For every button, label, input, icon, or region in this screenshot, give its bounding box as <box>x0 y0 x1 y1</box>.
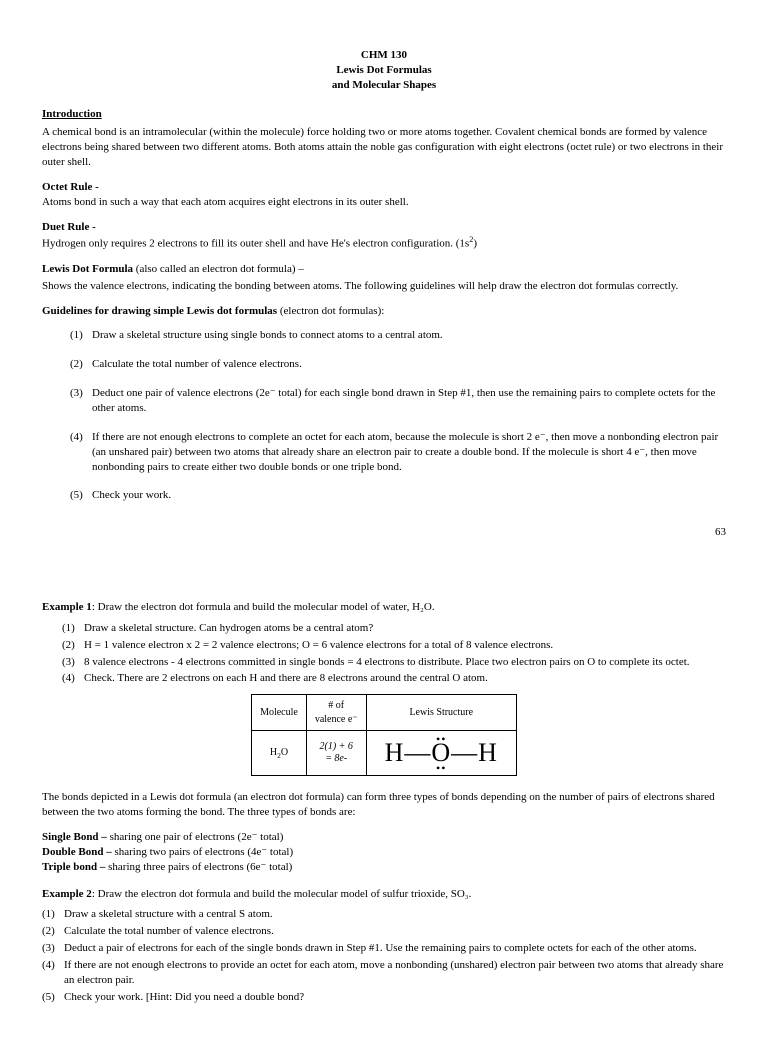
item-text: Calculate the total number of valence el… <box>92 357 302 372</box>
duet-heading: Duet Rule - <box>42 220 726 235</box>
list-item: (3)Deduct a pair of electrons for each o… <box>42 941 726 956</box>
bond-tail: sharing one pair of electrons (2e⁻ total… <box>107 831 284 843</box>
item-text: 8 valence electrons - 4 electrons commit… <box>84 655 690 670</box>
bond-head: Single Bond – <box>42 831 107 843</box>
col-molecule: Molecule <box>252 695 307 731</box>
example2-head-tail: : Draw the electron dot formula and buil… <box>92 888 472 900</box>
item-num: (2) <box>70 357 92 372</box>
cell-structure: H—O••••—H <box>366 731 516 776</box>
title-block: CHM 130 Lewis Dot Formulas and Molecular… <box>42 48 726 93</box>
item-text: Check your work. <box>92 488 171 503</box>
example1-heading: Example 1 <box>42 601 92 613</box>
list-item: (3)Deduct one pair of valence electrons … <box>70 386 726 416</box>
item-num: (2) <box>62 638 84 653</box>
item-num: (3) <box>62 655 84 670</box>
list-item: (3)8 valence electrons - 4 electrons com… <box>62 655 726 670</box>
duet-text: Hydrogen only requires 2 electrons to fi… <box>42 234 726 252</box>
bond-head: Double Bond – <box>42 846 112 858</box>
list-item: (5)Check your work. [Hint: Did you need … <box>42 990 726 1005</box>
lone-pair-top: •• <box>436 733 446 745</box>
example2-list: (1)Draw a skeletal structure with a cent… <box>42 907 726 1004</box>
guidelines-heading-line: Guidelines for drawing simple Lewis dot … <box>42 304 726 319</box>
item-text: Calculate the total number of valence el… <box>64 924 274 939</box>
list-item: (2)Calculate the total number of valence… <box>70 357 726 372</box>
example2-heading: Example 2 <box>42 888 92 900</box>
bond-tail: sharing two pairs of electrons (4e⁻ tota… <box>112 846 293 858</box>
duet-text-pre: Hydrogen only requires 2 electrons to fi… <box>42 238 469 250</box>
lewis-table: Molecule # of valence e⁻ Lewis Structure… <box>251 694 517 776</box>
item-text: Draw a skeletal structure using single b… <box>92 328 443 343</box>
cell-molecule: H2O <box>252 731 307 776</box>
guidelines-heading: Guidelines for drawing simple Lewis dot … <box>42 305 277 317</box>
bonds-paragraph: The bonds depicted in a Lewis dot formul… <box>42 790 726 820</box>
list-item: (2)Calculate the total number of valence… <box>42 924 726 939</box>
list-item: (1)Draw a skeletal structure with a cent… <box>42 907 726 922</box>
lewis-text: Shows the valence electrons, indicating … <box>42 279 726 294</box>
example2-heading-line: Example 2: Draw the electron dot formula… <box>42 887 726 902</box>
lewis-heading-line: Lewis Dot Formula (also called an electr… <box>42 262 726 277</box>
item-num: (5) <box>70 488 92 503</box>
lewis-head-tail: (also called an electron dot formula) – <box>133 263 304 275</box>
item-num: (5) <box>42 990 64 1005</box>
item-num: (1) <box>70 328 92 343</box>
guidelines-head-tail: (electron dot formulas): <box>277 305 384 317</box>
title-course: CHM 130 <box>42 48 726 63</box>
lewis-heading: Lewis Dot Formula <box>42 263 133 275</box>
item-text: If there are not enough electrons to com… <box>92 430 726 475</box>
title-line3: and Molecular Shapes <box>42 78 726 93</box>
list-item: (1)Draw a skeletal structure. Can hydrog… <box>62 621 726 636</box>
octet-text: Atoms bond in such a way that each atom … <box>42 195 726 210</box>
item-num: (1) <box>42 907 64 922</box>
bond-tail: sharing three pairs of electrons (6e⁻ to… <box>105 861 292 873</box>
item-num: (4) <box>42 958 64 988</box>
list-item: (4)Check. There are 2 electrons on each … <box>62 671 726 686</box>
intro-heading: Introduction <box>42 107 726 122</box>
item-num: (1) <box>62 621 84 636</box>
list-item: (4)If there are not enough electrons to … <box>70 430 726 475</box>
bond-head: Triple bond – <box>42 861 105 873</box>
bond-triple: Triple bond – sharing three pairs of ele… <box>42 860 726 875</box>
page-number: 63 <box>42 525 726 540</box>
example1-heading-line: Example 1: Draw the electron dot formula… <box>42 600 726 615</box>
item-text: Check. There are 2 electrons on each H a… <box>84 671 488 686</box>
list-item: (4)If there are not enough electrons to … <box>42 958 726 988</box>
duet-text-post: ) <box>473 238 477 250</box>
calc-line2: = 8e- <box>325 753 347 764</box>
item-num: (3) <box>70 386 92 416</box>
cell-calc: 2(1) + 6 = 8e- <box>306 731 366 776</box>
bond-double: Double Bond – sharing two pairs of elect… <box>42 845 726 860</box>
table-row: H2O 2(1) + 6 = 8e- H—O••••—H <box>252 731 517 776</box>
item-text: Check your work. [Hint: Did you need a d… <box>64 990 304 1005</box>
lone-pair-bottom: •• <box>436 762 446 774</box>
item-num: (3) <box>42 941 64 956</box>
item-text: If there are not enough electrons to pro… <box>64 958 726 988</box>
item-text: Deduct one pair of valence electrons (2e… <box>92 386 726 416</box>
octet-heading: Octet Rule - <box>42 180 726 195</box>
list-item: (5)Check your work. <box>70 488 726 503</box>
table-row: Molecule # of valence e⁻ Lewis Structure <box>252 695 517 731</box>
item-num: (4) <box>62 671 84 686</box>
intro-paragraph: A chemical bond is an intramolecular (wi… <box>42 125 726 170</box>
item-text: Deduct a pair of electrons for each of t… <box>64 941 697 956</box>
col-valence: # of valence e⁻ <box>306 695 366 731</box>
item-num: (2) <box>42 924 64 939</box>
list-item: (2)H = 1 valence electron x 2 = 2 valenc… <box>62 638 726 653</box>
bond-single: Single Bond – sharing one pair of electr… <box>42 830 726 845</box>
item-text: H = 1 valence electron x 2 = 2 valence e… <box>84 638 553 653</box>
title-line2: Lewis Dot Formulas <box>42 63 726 78</box>
example1-head-tail: : Draw the electron dot formula and buil… <box>92 601 435 613</box>
item-text: Draw a skeletal structure. Can hydrogen … <box>84 621 373 636</box>
item-num: (4) <box>70 430 92 475</box>
item-text: Draw a skeletal structure with a central… <box>64 907 273 922</box>
guidelines-list: (1)Draw a skeletal structure using singl… <box>70 328 726 503</box>
lewis-structure-h2o: H—O••••—H <box>385 740 498 766</box>
calc-line1: 2(1) + 6 <box>319 741 352 752</box>
list-item: (1)Draw a skeletal structure using singl… <box>70 328 726 343</box>
col-structure: Lewis Structure <box>366 695 516 731</box>
example1-list: (1)Draw a skeletal structure. Can hydrog… <box>62 621 726 686</box>
